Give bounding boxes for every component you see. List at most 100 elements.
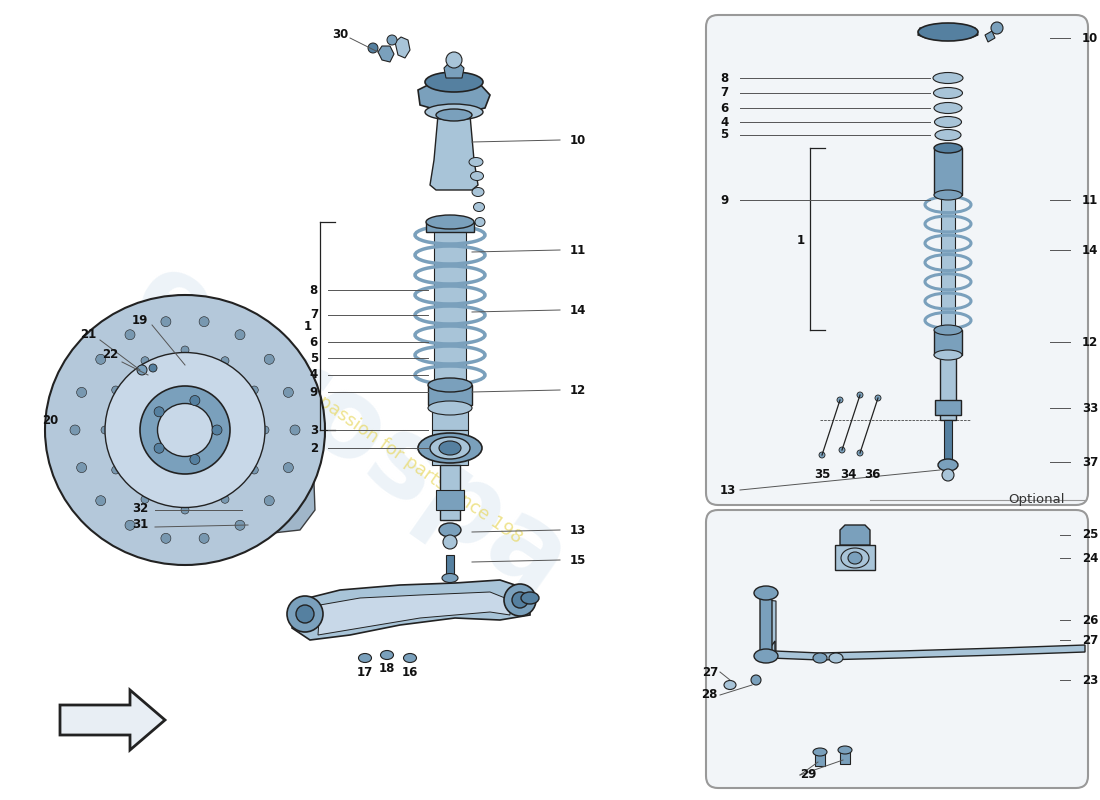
Text: 20: 20 [42,414,58,426]
Circle shape [820,452,825,458]
Circle shape [138,365,147,375]
Circle shape [148,364,157,372]
Ellipse shape [938,459,958,471]
Circle shape [296,605,314,623]
Circle shape [190,395,200,406]
Ellipse shape [848,552,862,564]
Polygon shape [238,365,315,535]
Ellipse shape [469,158,483,166]
Circle shape [96,354,106,364]
Circle shape [182,346,189,354]
Text: 1: 1 [304,319,312,333]
Text: 15: 15 [570,554,586,566]
Circle shape [125,520,135,530]
Ellipse shape [813,653,827,663]
Polygon shape [430,115,478,190]
Circle shape [125,330,135,340]
Circle shape [837,397,843,403]
Circle shape [261,426,270,434]
Circle shape [161,534,170,543]
Circle shape [161,317,170,326]
Ellipse shape [475,218,485,226]
Circle shape [70,425,80,435]
Ellipse shape [838,746,853,754]
Text: 12: 12 [1082,335,1098,349]
Circle shape [141,495,149,503]
Text: 4: 4 [310,369,318,382]
Ellipse shape [473,202,484,211]
Circle shape [251,466,258,474]
Ellipse shape [934,190,962,200]
Text: 34: 34 [839,467,856,481]
Polygon shape [918,28,978,38]
Circle shape [199,534,209,543]
Ellipse shape [724,681,736,690]
Polygon shape [432,408,468,430]
Text: 29: 29 [800,769,816,782]
Circle shape [141,357,149,365]
Polygon shape [934,330,962,355]
Circle shape [112,386,120,394]
Polygon shape [760,595,772,655]
Ellipse shape [521,592,539,604]
Polygon shape [444,62,464,78]
Circle shape [284,387,294,398]
Text: 5: 5 [310,351,318,365]
Text: 7: 7 [310,309,318,322]
Text: 17: 17 [356,666,373,678]
Polygon shape [434,225,466,385]
Text: 6: 6 [720,102,728,114]
Text: 13: 13 [570,523,586,537]
Circle shape [368,43,378,53]
Circle shape [199,317,209,326]
Text: 19: 19 [132,314,148,326]
Ellipse shape [439,523,461,537]
Ellipse shape [935,117,961,127]
Ellipse shape [934,325,962,335]
Circle shape [942,469,954,481]
Circle shape [212,425,222,435]
Polygon shape [940,195,955,330]
Ellipse shape [104,353,265,507]
Polygon shape [318,592,510,635]
Circle shape [101,426,109,434]
Text: passion for parts since 198: passion for parts since 198 [315,393,525,547]
Ellipse shape [918,23,978,41]
Ellipse shape [404,654,417,662]
Circle shape [264,354,274,364]
Text: 14: 14 [570,303,586,317]
Ellipse shape [425,72,483,92]
Text: 31: 31 [132,518,148,531]
Circle shape [190,454,200,465]
Circle shape [251,386,258,394]
Text: 24: 24 [1082,551,1099,565]
Polygon shape [378,46,394,62]
Text: 30: 30 [332,29,348,42]
Circle shape [77,387,87,398]
Ellipse shape [45,295,324,565]
Text: 23: 23 [1082,674,1098,686]
Circle shape [284,462,294,473]
Polygon shape [766,600,775,658]
Circle shape [446,52,462,68]
Polygon shape [840,750,850,764]
Text: 21: 21 [80,329,96,342]
Circle shape [857,392,864,398]
Ellipse shape [472,187,484,197]
Ellipse shape [430,437,470,459]
Ellipse shape [933,73,962,83]
Ellipse shape [442,574,458,582]
Polygon shape [395,37,410,58]
Circle shape [154,406,164,417]
Polygon shape [835,545,874,570]
Text: 28: 28 [702,689,718,702]
Text: 16: 16 [402,666,418,678]
Ellipse shape [425,104,483,120]
Text: 6: 6 [310,335,318,349]
Circle shape [857,450,864,456]
Text: 18: 18 [378,662,395,675]
Polygon shape [436,490,464,510]
Ellipse shape [381,650,394,659]
Circle shape [221,357,229,365]
Text: 27: 27 [1082,634,1098,646]
